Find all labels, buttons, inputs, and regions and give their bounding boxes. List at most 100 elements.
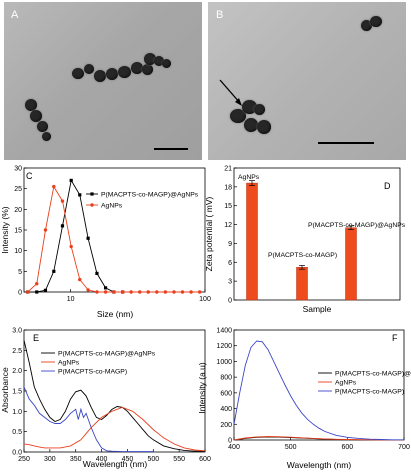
series-line: [23, 386, 154, 453]
arrow-icon: [219, 79, 242, 106]
data-point: [86, 236, 90, 240]
nanoparticle: [244, 118, 258, 132]
legend-marker: [90, 192, 94, 196]
x-tick-label: 600: [199, 456, 211, 463]
panel-label-e: E: [33, 333, 39, 343]
y-tick-label: 200: [220, 422, 232, 429]
y-tick-label: 15: [224, 203, 232, 210]
legend-marker: [90, 203, 94, 207]
nanoparticle: [30, 110, 42, 122]
bar-label: AgNPs: [238, 174, 260, 181]
series-line: [233, 436, 404, 441]
y-tick-label: 800: [220, 375, 232, 382]
legend-label: AgNPs: [335, 380, 357, 387]
data-point: [146, 290, 150, 294]
data-point: [189, 290, 193, 294]
y-axis-label: Absorbance: [0, 367, 10, 413]
tem-image-a: A: [4, 2, 202, 160]
y-tick-label: 20: [14, 207, 22, 214]
plot-frame: [233, 167, 401, 301]
nanoparticle: [361, 20, 372, 31]
bar: [246, 182, 258, 301]
y-axis-label: Zeta potential ( mV): [204, 197, 214, 272]
y-tick-label: 600: [220, 390, 232, 397]
data-point: [60, 224, 65, 228]
data-point: [69, 244, 73, 249]
nanoparticle: [106, 68, 118, 80]
y-tick-label: 0: [228, 298, 232, 305]
legend-label: P(MACPTS-co-MAGP)@AgNPs: [101, 192, 199, 199]
y-tick-label: 0: [18, 290, 22, 297]
legend-label: AgNPs: [101, 203, 123, 210]
series-line: [23, 340, 205, 452]
data-point: [78, 193, 82, 197]
nanoparticle: [154, 56, 164, 66]
legend-label: P(MACPTS-co-MAGP): [335, 389, 404, 396]
data-point: [103, 290, 108, 294]
x-tick-label: 550: [173, 456, 185, 463]
nanoparticle: [142, 64, 153, 75]
chart-d: D 0 3 6 9 12 15 18 21 AgNPs P(MACPTS-co-MAGP) P(M…: [204, 166, 406, 315]
legend-label: P(MACPTS-co-MAGP): [58, 369, 127, 376]
plot-frame: [23, 167, 206, 293]
y-tick-label: 0: [228, 438, 232, 445]
y-tick-label: 2.0: [12, 368, 22, 375]
data-point: [26, 290, 30, 294]
x-tick-label: 700: [398, 444, 410, 451]
y-tick-label: 3: [228, 279, 232, 286]
data-point: [52, 269, 56, 273]
y-tick-label: 15: [14, 228, 22, 235]
x-tick-label: 500: [147, 456, 159, 463]
x-tick-label: 600: [341, 444, 353, 451]
x-axis-label: Size (nm): [97, 309, 134, 319]
data-point: [138, 290, 142, 294]
x-tick-label: 10: [67, 296, 75, 303]
nanoparticle: [242, 100, 257, 114]
data-point: [197, 290, 202, 294]
nanoparticle: [230, 109, 246, 123]
chart-f: F 0 200 400 600 800 1000 1200 1400 400 500 600 700…: [197, 328, 411, 471]
data-point: [60, 199, 65, 203]
plot-frame: [233, 329, 405, 441]
bar-label: P(MACPTS-co-MAGP)@AgNPs: [308, 222, 406, 229]
data-point: [52, 184, 56, 189]
data-point: [95, 271, 99, 275]
y-tick-label: 0.5: [12, 429, 22, 436]
y-tick-label: 400: [220, 406, 232, 413]
x-axis-label: Sample: [303, 304, 332, 314]
legend-label: AgNPs: [58, 360, 80, 367]
nanoparticle: [37, 121, 48, 132]
data-point: [86, 288, 90, 292]
data-point: [129, 290, 133, 294]
x-tick-label: 400: [228, 444, 240, 451]
data-point: [180, 290, 185, 294]
data-point: [78, 277, 82, 282]
nanoparticle: [25, 99, 37, 111]
panel-label-a: A: [11, 9, 19, 21]
data-point: [163, 290, 168, 294]
y-tick-label: 1.5: [12, 389, 22, 396]
y-tick-label: 1200: [216, 343, 232, 350]
y-tick-label: 10: [14, 248, 22, 255]
legend-label: P(MACPTS-co-MAGP)@AgNPs: [335, 371, 411, 378]
scale-bar-a: [154, 148, 188, 150]
panel-label-b: B: [216, 9, 224, 21]
plot-frame: [23, 329, 206, 453]
chart-e: E 0.0 0.5 1.0 1.5 2.0 2.5 3.0 250 300 350 400 450 5…: [0, 328, 211, 470]
nanoparticle: [131, 62, 143, 74]
nanoparticle: [72, 68, 84, 79]
y-tick-label: 25: [14, 186, 22, 193]
nanoparticle: [144, 53, 156, 65]
y-tick-label: 1000: [216, 359, 232, 366]
data-point: [35, 282, 39, 286]
y-tick-label: 1400: [216, 328, 232, 335]
y-tick-label: 18: [224, 184, 232, 191]
nanoparticle: [370, 16, 382, 27]
data-point: [112, 290, 116, 294]
x-tick-label: 300: [44, 456, 56, 463]
series-line: [233, 340, 404, 441]
y-tick-label: 9: [228, 241, 232, 248]
data-point: [43, 228, 48, 232]
y-tick-label: 0.0: [12, 450, 22, 457]
